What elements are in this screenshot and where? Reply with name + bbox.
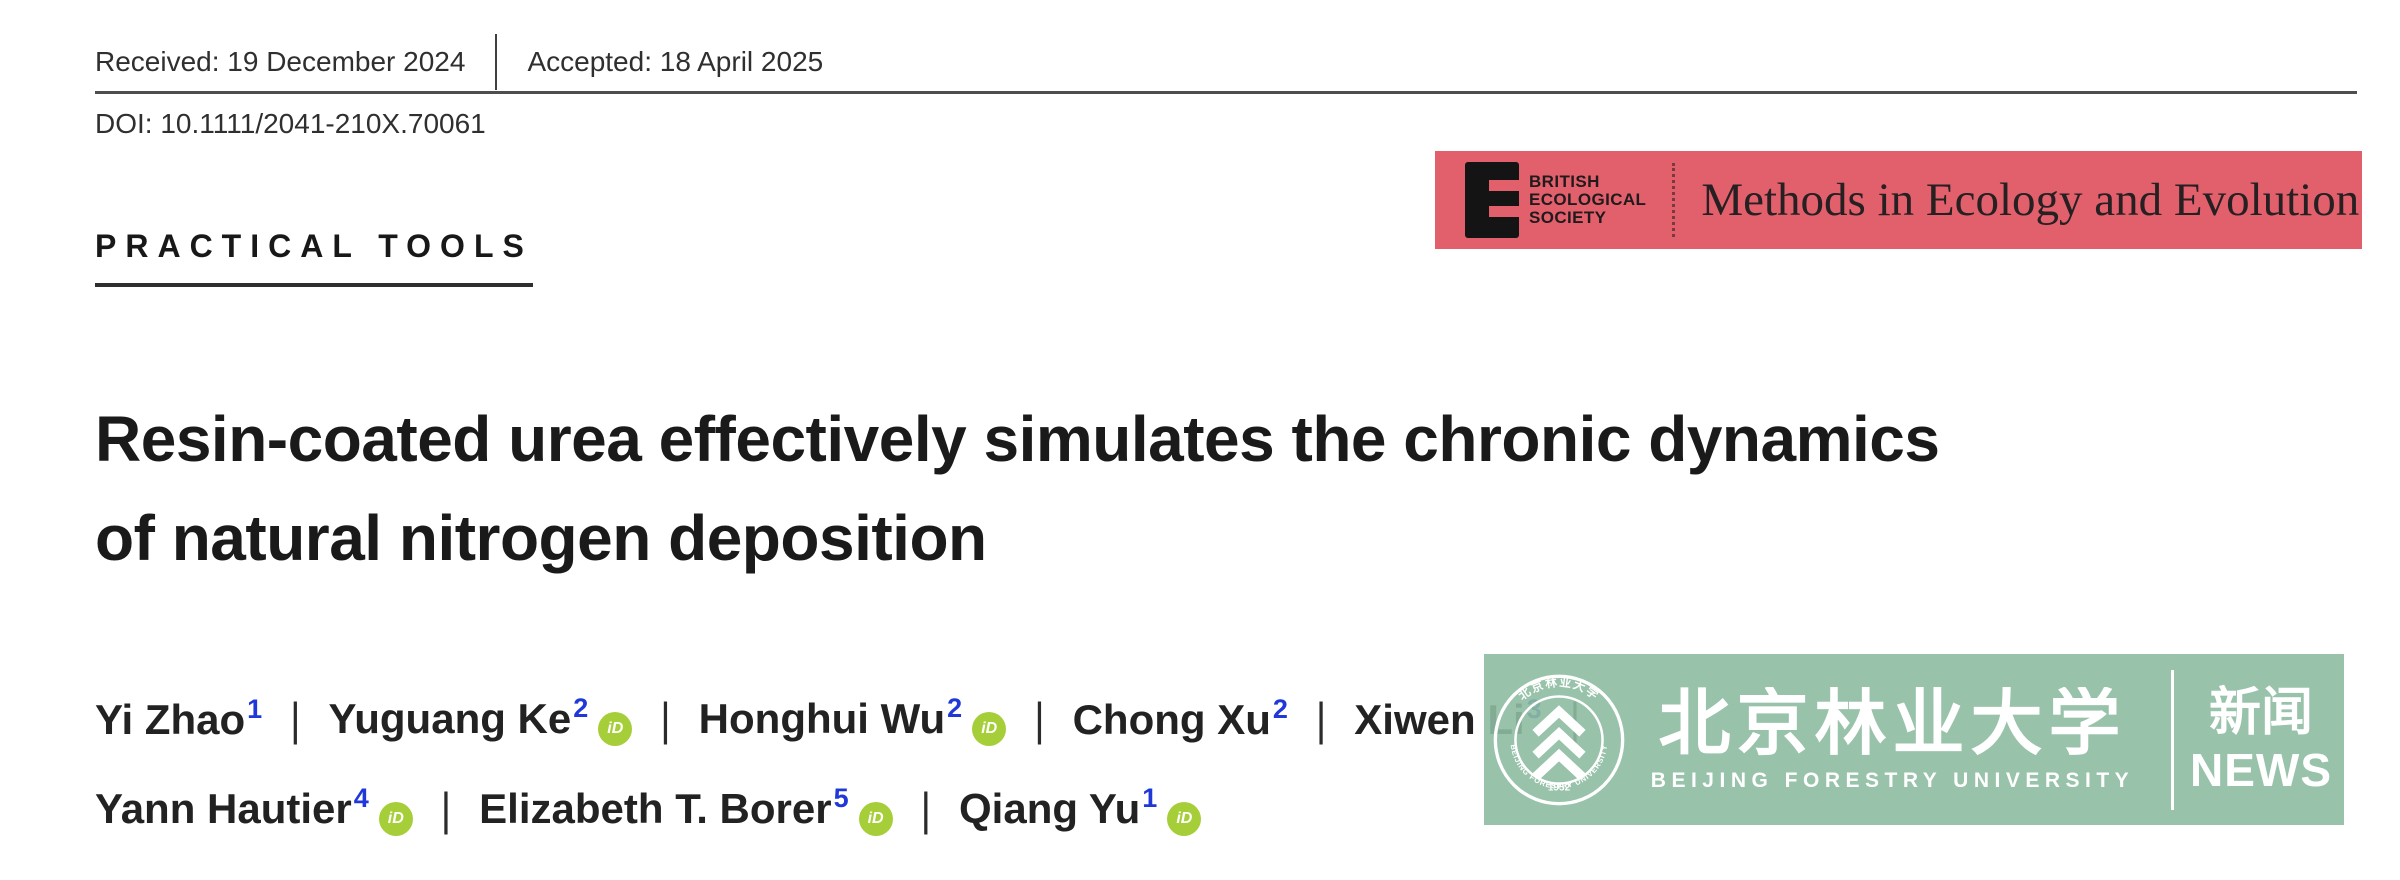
orcid-icon[interactable]: iD (858, 801, 893, 836)
watermark-divider (2171, 669, 2174, 810)
author-entry: Yuguang Ke2 iD (328, 692, 633, 746)
journal-name: Methods in Ecology and Evolution (1701, 174, 2360, 226)
doi-text: DOI: 10.1111/2041-210X.70061 (95, 108, 486, 139)
author-entry: Honghui Wu2 iD (698, 692, 1007, 746)
header-rule (95, 91, 2357, 94)
received-date: Received: 19 December 2024 (95, 46, 466, 77)
university-name-en: BEIJING FORESTRY UNIVERSITY (1650, 768, 2135, 792)
university-seal-icon: 北京林业大学 BEIJING FORESTRY UNIVERSITY 1952 (1493, 674, 1625, 805)
author-name: Qiang Yu (959, 784, 1141, 832)
orcid-icon[interactable]: iD (378, 801, 413, 836)
orcid-icon[interactable]: iD (972, 711, 1007, 746)
author-name: Yuguang Ke (328, 694, 572, 742)
news-label-en: NEWS (2190, 743, 2332, 796)
article-title: Resin-coated urea effectively simulates … (95, 390, 2335, 588)
orcid-icon[interactable]: iD (1167, 801, 1202, 836)
affiliation-superscript: 2 (573, 692, 589, 723)
article-category: PRACTICAL TOOLS (95, 228, 533, 287)
banner-dotted-divider (1672, 163, 1676, 237)
author-entry: Yann Hautier4 iD (95, 782, 413, 836)
society-name: BRITISH ECOLOGICAL SOCIETY (1529, 173, 1646, 227)
author-name: Yi Zhao (95, 696, 246, 743)
affiliation-superscript: 1 (1142, 782, 1158, 813)
affiliation-superscript: 2 (947, 692, 963, 723)
seal-year: 1952 (1548, 782, 1571, 793)
author-name: Honghui Wu (698, 694, 946, 742)
svg-text:北京林业大学: 北京林业大学 (1516, 675, 1603, 703)
author-entry: Elizabeth T. Borer5 iD (479, 782, 893, 836)
author-separator: | (1315, 694, 1327, 745)
affiliation-superscript: 4 (353, 782, 369, 813)
society-line: SOCIETY (1529, 208, 1607, 227)
title-line-1: Resin-coated urea effectively simulates … (95, 403, 1940, 475)
author-name: Chong Xu (1072, 696, 1271, 743)
author-name: Elizabeth T. Borer (479, 784, 832, 832)
author-separator: | (660, 694, 671, 745)
journal-banner: BRITISH ECOLOGICAL SOCIETY Methods in Ec… (1435, 151, 2362, 249)
author-separator: | (290, 694, 301, 745)
author-row: Yi Zhao1 | Yuguang Ke2iD | Honghui Wu2iD | Cho… (95, 688, 2375, 752)
author-name: Yann Hautier (95, 784, 352, 832)
watermark-university: 北京林业大学 BEIJING FORESTRY UNIVERSITY (1630, 687, 2155, 793)
dates-row: Received: 19 December 2024 Accepted: 18 … (95, 34, 823, 90)
news-label-cjk: 新闻 (2208, 683, 2313, 742)
author-separator: | (920, 784, 931, 835)
affiliation-superscript: 5 (833, 782, 849, 813)
affiliation-superscript: 1 (247, 694, 263, 724)
university-name-cjk: 北京林业大学 (1658, 686, 2127, 761)
watermark-news: 新闻 NEWS (2190, 683, 2332, 797)
society-line: ECOLOGICAL (1529, 190, 1647, 209)
author-separator: | (1034, 694, 1045, 745)
affiliation-superscript: 2 (1272, 694, 1288, 724)
author-entry: Yi Zhao1 (95, 694, 263, 744)
author-row: Yann Hautier4 iD | Elizabeth T. Borer5 iD | Qi… (95, 778, 2375, 842)
title-line-2: of natural nitrogen deposition (95, 502, 987, 574)
author-separator: | (440, 784, 452, 835)
author-entry: Qiang Yu1 iD (959, 782, 1202, 836)
bes-logo-icon (1465, 162, 1519, 238)
accepted-date: Accepted: 18 April 2025 (527, 46, 824, 77)
authors-block: Yi Zhao1 | Yuguang Ke2iD | Honghui Wu2iD | Cho… (95, 688, 2375, 842)
orcid-icon[interactable]: iD (598, 711, 633, 746)
seal-arc-cjk: 北京林业大学 (1516, 675, 1601, 703)
author-entry: Chong Xu2 (1072, 694, 1288, 744)
dates-divider (495, 34, 498, 90)
bfu-news-watermark: 北京林业大学 BEIJING FORESTRY UNIVERSITY 1952 … (1484, 654, 2344, 825)
society-line: BRITISH (1529, 172, 1600, 191)
